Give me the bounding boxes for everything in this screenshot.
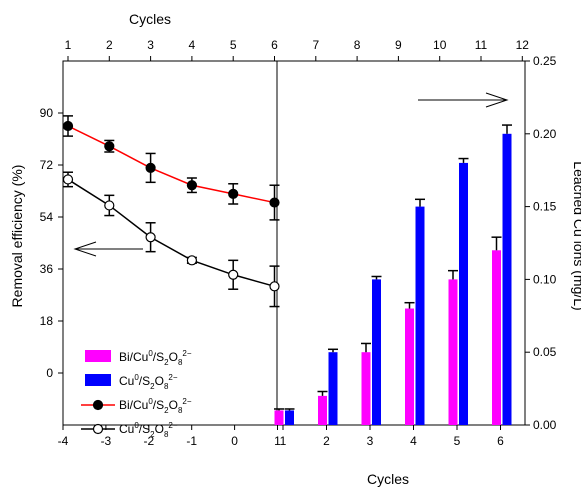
top-tick-label: 8 [354,38,361,52]
bottom-left-tick-label: -3 [101,434,112,448]
legend-swatch [85,350,111,362]
bottom-right-tick-label: 3 [367,434,374,448]
right-tick-label: 0.00 [533,418,557,432]
data-point [145,232,156,243]
data-point [269,197,280,208]
arrow-right-icon [418,92,509,108]
legend-item: Bi/Cu0/S2O82− [85,349,192,367]
top-tick-label: 6 [271,38,278,52]
bar-cu-4 [415,206,425,425]
data-point [104,200,115,211]
top-tick-label: 11 [475,38,488,52]
bar-cu-3 [372,279,381,425]
right-tick-label: 0.15 [533,200,557,214]
bottom-right-tick-label: 6 [497,434,504,448]
bar-bi-5 [448,279,458,425]
data-point [186,255,197,266]
bar-cu-2 [328,352,338,425]
bar-cu-6 [502,133,512,426]
right-axis-title: Leached Cu ions (mg/L) [571,161,581,310]
legend-label: Bi/Cu0/S2O82− [119,349,192,367]
bottom-axis-title: Cycles [367,471,409,487]
bar-bi-3 [361,352,371,425]
top-tick-label: 3 [147,38,154,52]
bottom-right-tick-label: 5 [454,434,461,448]
bar-cu-1 [285,410,294,425]
data-point [62,120,74,132]
legend-marker [92,399,104,411]
bottom-left-tick-label: -4 [58,434,69,448]
legend-label: Cu0/S2O82− [119,373,178,391]
bottom-right-tick-label: 1 [280,434,287,448]
right-tick-label: 0.25 [533,54,557,68]
series-line-bi [67,125,275,204]
top-tick-label: 10 [433,38,447,52]
left-tick-label: 36 [40,262,54,276]
bottom-left-tick-label: 1 [274,434,281,448]
data-point [62,174,74,185]
bar-cu-5 [459,162,468,426]
legend-item: Cu0/S2O82− [85,373,178,391]
series-line-cu [67,178,275,288]
top-tick-label: 2 [106,38,113,52]
left-tick-label: 0 [46,366,53,380]
data-point [228,269,239,280]
right-tick-label: 0.10 [533,272,557,286]
legend-item: Bi/Cu0/S2O82− [81,397,192,415]
data-point [186,180,197,191]
bottom-left-tick-label: 0 [231,434,238,448]
top-tick-label: 12 [516,38,530,52]
top-tick-label: 9 [395,38,402,52]
left-tick-label: 54 [40,210,54,224]
left-axis-title: Removal efficiency (%) [9,165,25,308]
legend-marker [92,423,104,435]
legend-label: Bi/Cu0/S2O82− [119,397,192,415]
top-tick-label: 5 [230,38,237,52]
legend-label: Cu0/S2O82− [119,421,178,439]
data-point [269,281,280,292]
right-tick-label: 0.20 [533,127,557,141]
legend-swatch [85,374,111,386]
right-tick-label: 0.05 [533,345,557,359]
bar-bi-4 [405,308,414,425]
arrow-left-icon [73,241,143,257]
bottom-left-tick-label: -2 [143,434,154,448]
bottom-right-tick-label: 2 [323,434,330,448]
legend-item: Cu0/S2O82− [81,421,178,439]
top-axis-title: Cycles [129,11,171,27]
top-tick-label: 4 [189,38,196,52]
left-tick-label: 72 [40,158,54,172]
bar-bi-6 [492,250,501,425]
data-point [104,141,115,152]
bottom-left-tick-label: -1 [186,434,197,448]
data-point [145,162,156,173]
data-point [228,188,239,199]
bar-bi-2 [318,395,327,425]
bar-bi-1 [274,410,284,425]
top-tick-label: 7 [312,38,319,52]
bottom-right-tick-label: 4 [410,434,417,448]
left-tick-label: 90 [40,106,54,120]
top-tick-label: 1 [65,38,72,52]
left-tick-label: 18 [40,314,54,328]
